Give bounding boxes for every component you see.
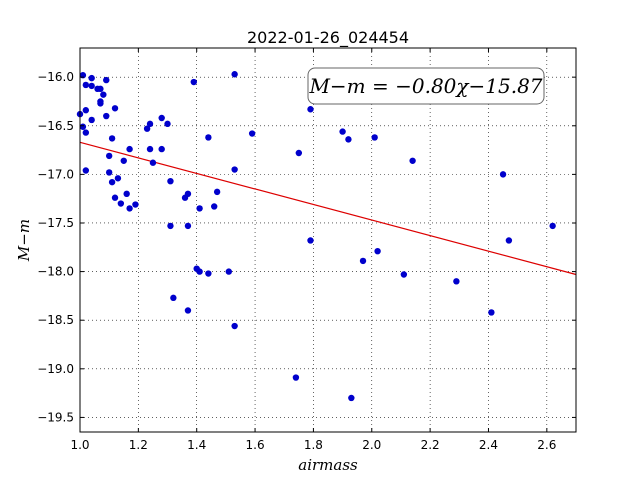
y-tick-label: −17.5 (37, 216, 74, 230)
grid (79, 48, 576, 432)
data-point (146, 120, 154, 128)
data-point (196, 268, 203, 275)
data-point (120, 157, 127, 164)
x-tick-label: 2.6 (537, 438, 556, 452)
data-point (488, 309, 495, 316)
data-point (184, 307, 192, 314)
data-point (307, 237, 314, 244)
data-point (126, 205, 133, 212)
data-point (167, 222, 174, 230)
data-point (205, 134, 212, 141)
data-point (82, 129, 90, 136)
axis-ticks: 1.0 1.2 1.4 1.6 1.8 2.0 2.2 2.4 2.6 −16.0 −16.5 −17… (37, 48, 576, 452)
data-point (339, 128, 346, 135)
data-point (231, 71, 238, 78)
data-point (549, 222, 556, 230)
y-tick-label: −19.0 (37, 362, 74, 376)
data-point (103, 76, 110, 84)
data-point (143, 125, 151, 132)
data-point (146, 145, 154, 153)
data-point (213, 188, 221, 196)
data-point (88, 74, 95, 82)
data-point (295, 149, 303, 157)
data-point (196, 205, 203, 212)
x-tick-label: 2.2 (421, 438, 440, 452)
data-point (117, 200, 125, 207)
data-point (82, 81, 90, 89)
data-point (167, 177, 174, 185)
fit-line-layer (79, 141, 577, 276)
data-point (231, 322, 238, 330)
fit-annotation: M−m = −0.80χ−15.87 (307, 67, 545, 105)
data-point (170, 294, 177, 302)
y-tick-label: −16.5 (37, 119, 74, 133)
data-point (225, 268, 232, 275)
data-point (103, 112, 110, 120)
data-point (97, 85, 104, 93)
data-point (123, 190, 130, 198)
data-point (79, 123, 87, 130)
y-tick-label: −18.5 (37, 313, 74, 327)
y-tick-label: −19.5 (37, 410, 74, 424)
data-point (88, 82, 95, 90)
y-axis-label: M−m (15, 219, 33, 262)
data-point (374, 247, 381, 255)
data-point (105, 169, 113, 176)
data-point (359, 257, 367, 265)
data-point (205, 270, 212, 277)
data-point (248, 130, 256, 137)
data-point (111, 105, 119, 112)
data-point (499, 171, 507, 178)
data-point (371, 134, 378, 141)
data-point (88, 116, 95, 124)
data-point (108, 178, 116, 186)
data-point (505, 237, 513, 244)
y-tick-label: −18.0 (37, 265, 74, 279)
x-tick-label: 1.8 (304, 438, 323, 452)
data-point (111, 194, 119, 201)
fit-line (79, 141, 577, 276)
data-point (211, 203, 218, 210)
data-point (409, 157, 416, 164)
data-point (348, 394, 355, 402)
data-point (400, 271, 408, 278)
data-point (453, 278, 460, 285)
annotation-box (307, 67, 545, 105)
y-tick-label: −16.0 (37, 70, 74, 84)
data-point (114, 175, 122, 182)
data-point (82, 107, 90, 114)
data-points (76, 71, 556, 402)
data-point (105, 152, 113, 160)
data-point (108, 135, 116, 142)
y-tick-label: −17.0 (37, 167, 74, 181)
data-point (97, 100, 104, 107)
x-tick-label: 1.2 (129, 438, 148, 452)
data-point (345, 136, 352, 143)
data-point (158, 114, 165, 122)
data-point (82, 167, 90, 174)
data-point (181, 194, 189, 201)
data-point (100, 91, 107, 98)
data-point (158, 145, 165, 153)
chart-title: 2022-01-26_024454 (247, 28, 409, 48)
data-point (292, 374, 300, 381)
x-tick-label: 2.4 (479, 438, 498, 452)
data-point (132, 201, 139, 208)
x-tick-label: 2.0 (362, 438, 381, 452)
data-point (231, 166, 238, 173)
data-point (190, 78, 197, 86)
x-tick-label: 1.4 (187, 438, 206, 452)
data-point (184, 222, 192, 230)
x-axis-label: airmass (298, 456, 358, 474)
data-point (307, 106, 314, 113)
x-tick-label: 1.6 (246, 438, 265, 452)
data-point (149, 159, 157, 166)
annotation-text: M−m = −0.80χ−15.87 (308, 74, 542, 98)
plot-frame (79, 47, 577, 433)
x-tick-label: 1.0 (70, 438, 89, 452)
data-point (126, 145, 133, 153)
data-point (164, 120, 171, 128)
